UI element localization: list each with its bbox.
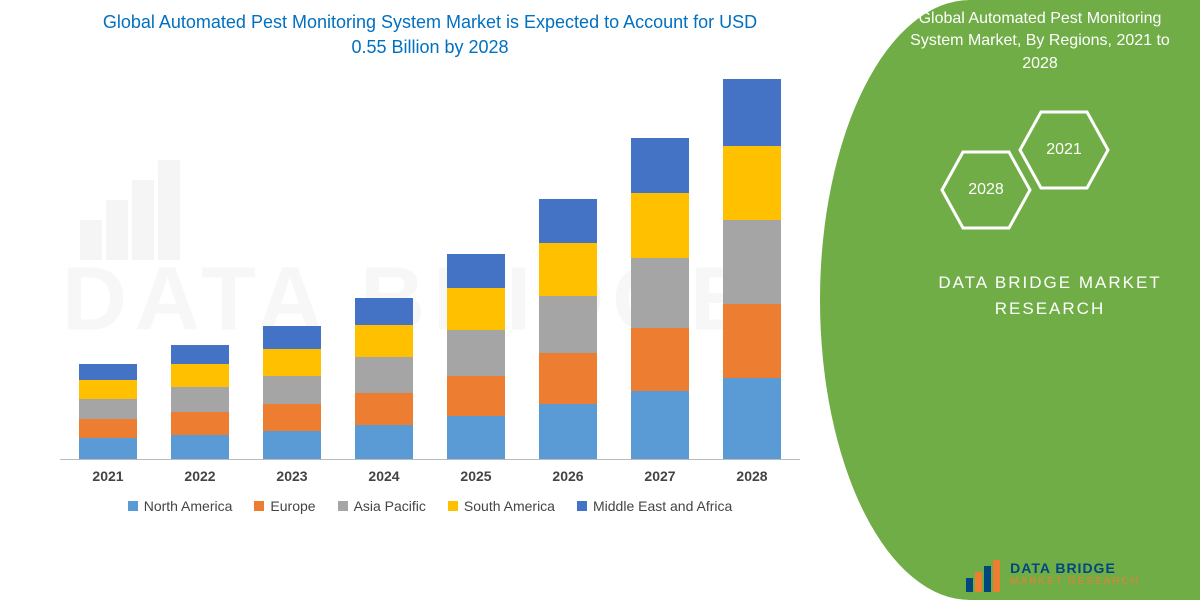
bar-2028 <box>723 79 781 459</box>
x-label-2026: 2026 <box>539 468 597 484</box>
legend-item: North America <box>128 498 233 514</box>
legend-swatch <box>128 501 138 511</box>
bar-segment <box>79 438 137 459</box>
footer-logo-text: DATA BRIDGE MARKET RESEARCH <box>1010 561 1140 587</box>
footer-logo-line2: MARKET RESEARCH <box>1010 576 1140 587</box>
brand-text: DATA BRIDGE MARKET RESEARCH <box>920 270 1180 321</box>
bar-segment <box>539 404 597 459</box>
legend-item: Middle East and Africa <box>577 498 732 514</box>
hexagon-group: 2028 2021 <box>940 110 1140 240</box>
bar-segment <box>171 435 229 460</box>
footer-logo-bar <box>984 566 991 592</box>
bar-segment <box>723 304 781 378</box>
x-label-2024: 2024 <box>355 468 413 484</box>
x-label-2025: 2025 <box>447 468 505 484</box>
footer-logo-line1: DATA BRIDGE <box>1010 561 1140 576</box>
bar-segment <box>263 431 321 460</box>
right-panel-title: Global Automated Pest Monitoring System … <box>900 8 1180 75</box>
bar-segment <box>79 419 137 438</box>
bar-segment <box>263 349 321 376</box>
legend-swatch <box>338 501 348 511</box>
bar-segment <box>723 79 781 146</box>
legend-swatch <box>448 501 458 511</box>
bar-segment <box>631 258 689 328</box>
bar-segment <box>539 296 597 353</box>
bar-segment <box>355 393 413 425</box>
legend-label: Asia Pacific <box>354 498 426 514</box>
bar-segment <box>355 357 413 393</box>
bar-segment <box>171 412 229 435</box>
bar-segment <box>447 254 505 288</box>
bar-segment <box>723 378 781 460</box>
bar-segment <box>263 404 321 431</box>
hexagon-2028-label: 2028 <box>968 181 1004 199</box>
footer-logo-bar <box>966 578 973 592</box>
chart-title: Global Automated Pest Monitoring System … <box>60 10 800 60</box>
legend-label: Middle East and Africa <box>593 498 732 514</box>
legend-item: Europe <box>254 498 315 514</box>
chart-panel: Global Automated Pest Monitoring System … <box>0 0 820 600</box>
bar-2026 <box>539 199 597 459</box>
bar-segment <box>355 425 413 459</box>
bar-2022 <box>171 345 229 459</box>
footer-logo-bar <box>993 560 1000 592</box>
x-label-2028: 2028 <box>723 468 781 484</box>
legend-swatch <box>254 501 264 511</box>
x-label-2027: 2027 <box>631 468 689 484</box>
footer-logo: DATA BRIDGE MARKET RESEARCH <box>966 556 1140 592</box>
legend-item: Asia Pacific <box>338 498 426 514</box>
bar-segment <box>263 326 321 349</box>
x-label-2023: 2023 <box>263 468 321 484</box>
bar-segment <box>447 288 505 330</box>
bar-2027 <box>631 138 689 459</box>
bar-segment <box>355 298 413 325</box>
legend-swatch <box>577 501 587 511</box>
bar-segment <box>447 376 505 416</box>
right-panel: Global Automated Pest Monitoring System … <box>820 0 1200 600</box>
hexagon-2021-label: 2021 <box>1046 141 1082 159</box>
legend-label: South America <box>464 498 555 514</box>
bar-segment <box>79 380 137 399</box>
x-label-2021: 2021 <box>79 468 137 484</box>
brand-line1: DATA BRIDGE MARKET <box>938 273 1161 292</box>
x-label-2022: 2022 <box>171 468 229 484</box>
bar-segment <box>171 345 229 364</box>
footer-logo-icon <box>966 556 1002 592</box>
bar-segment <box>631 391 689 459</box>
bar-segment <box>631 328 689 391</box>
bar-segment <box>539 353 597 404</box>
bar-segment <box>447 330 505 376</box>
bar-2023 <box>263 326 321 459</box>
bar-2021 <box>79 364 137 459</box>
chart-legend: North America Europe Asia Pacific South Ame… <box>60 498 800 514</box>
bar-segment <box>263 376 321 405</box>
bar-segment <box>631 138 689 193</box>
bar-segment <box>539 199 597 243</box>
bar-segment <box>539 243 597 296</box>
hexagon-2021: 2021 <box>1018 110 1110 190</box>
bar-segment <box>631 193 689 258</box>
bar-segment <box>723 146 781 220</box>
bar-segment <box>355 325 413 357</box>
bar-segment <box>171 387 229 412</box>
bar-segment <box>79 364 137 379</box>
bar-segment <box>723 220 781 304</box>
chart-plot-area <box>60 80 800 460</box>
bar-2024 <box>355 298 413 459</box>
footer-logo-bar <box>975 572 982 592</box>
brand-line2: RESEARCH <box>995 299 1105 318</box>
bar-2025 <box>447 254 505 459</box>
legend-label: North America <box>144 498 233 514</box>
bar-segment <box>171 364 229 387</box>
legend-item: South America <box>448 498 555 514</box>
bar-segment <box>79 399 137 420</box>
chart-container: 20212022202320242025202620272028 North A… <box>60 80 800 500</box>
bar-segment <box>447 416 505 460</box>
legend-label: Europe <box>270 498 315 514</box>
x-axis-labels: 2021 2022 2023 2024 2025 2026 2027 2028 <box>60 468 800 490</box>
